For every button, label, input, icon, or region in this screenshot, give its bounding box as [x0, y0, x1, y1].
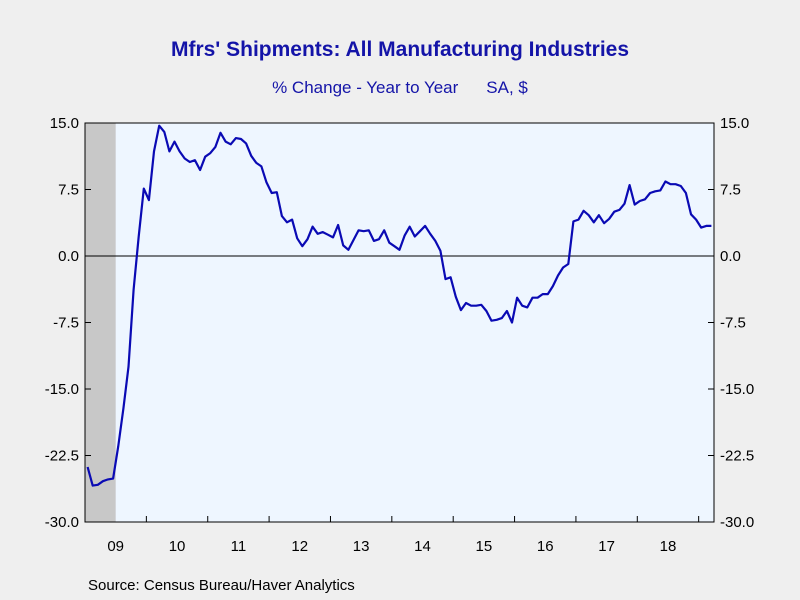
x-tick-label: 13: [353, 538, 370, 555]
x-tick-label: 18: [660, 538, 677, 555]
series-line: [86, 124, 712, 487]
x-tick-label: 16: [537, 538, 554, 555]
y-tick-label-left: 15.0: [50, 115, 79, 132]
chart-title: Mfrs' Shipments: All Manufacturing Indus…: [170, 38, 630, 61]
subtitle-units: SA, $: [486, 78, 528, 97]
y-tick-label-right: 15.0: [720, 115, 749, 132]
x-tick-label: 17: [598, 538, 615, 555]
x-tick-label: 14: [414, 538, 431, 555]
x-tick-label: 15: [476, 538, 493, 555]
y-tick-label-right: -7.5: [720, 315, 746, 332]
plot-area: [85, 123, 714, 522]
subtitle-measure: % Change - Year to Year: [272, 78, 459, 97]
source-note: Source: Census Bureau/Haver Analytics: [88, 577, 355, 594]
y-tick-label-left: 0.0: [58, 248, 79, 265]
y-tick-label-left: -7.5: [53, 315, 79, 332]
y-tick-label-right: -22.5: [720, 448, 754, 465]
y-tick-label-left: 7.5: [58, 182, 79, 199]
y-tick-label-right: 7.5: [720, 182, 741, 199]
x-tick-label: 09: [107, 538, 124, 555]
y-tick-label-right: -15.0: [720, 381, 754, 398]
x-tick-label: 10: [169, 538, 186, 555]
x-tick-label: 12: [291, 538, 308, 555]
x-tick-label: 11: [231, 538, 247, 555]
y-tick-label-right: 0.0: [720, 248, 741, 265]
y-tick-label-left: -22.5: [45, 448, 79, 465]
y-tick-label-left: -30.0: [45, 514, 79, 531]
y-tick-label-right: -30.0: [720, 514, 754, 531]
y-tick-label-left: -15.0: [45, 381, 79, 398]
chart-subtitle: % Change - Year to Year SA, $: [0, 78, 800, 98]
